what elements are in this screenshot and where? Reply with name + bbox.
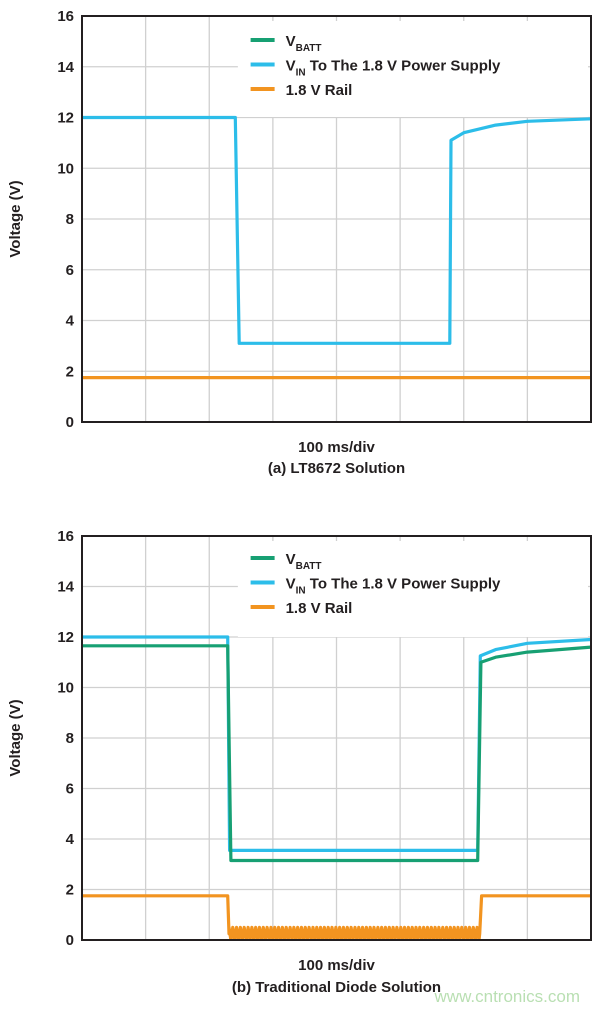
y-tick-label: 10 bbox=[57, 160, 74, 177]
series-line-rail bbox=[82, 894, 591, 940]
legend-label-subscript: BATT bbox=[296, 561, 322, 572]
y-axis-label: Voltage (V) bbox=[7, 180, 24, 257]
plot-frame bbox=[81, 15, 592, 423]
legend-label-rest: To The 1.8 V Power Supply bbox=[306, 576, 501, 593]
y-tick-label: 2 bbox=[66, 363, 74, 380]
legend-label-vbatt: VBATT bbox=[286, 33, 322, 54]
watermark: www.cntronics.com bbox=[434, 987, 580, 1006]
y-tick-label: 4 bbox=[66, 831, 75, 848]
legend-label-subscript: IN bbox=[296, 586, 306, 597]
legend-background bbox=[237, 21, 588, 117]
y-tick-label: 6 bbox=[66, 262, 74, 279]
legend-label-main: 1.8 V Rail bbox=[286, 600, 353, 617]
y-tick-label: 10 bbox=[57, 680, 74, 697]
series-line-vin bbox=[82, 115, 591, 345]
legend-label-vin: VIN To The 1.8 V Power Supply bbox=[286, 58, 501, 79]
legend-label-main: V bbox=[286, 551, 296, 568]
x-axis-label: 100 ms/div bbox=[298, 957, 375, 974]
legend-label-main: 1.8 V Rail bbox=[286, 82, 353, 99]
legend-label-main: V bbox=[286, 576, 296, 593]
legend-label-vin: VIN To The 1.8 V Power Supply bbox=[286, 576, 501, 597]
y-axis-label: Voltage (V) bbox=[7, 699, 24, 776]
y-tick-label: 4 bbox=[66, 313, 75, 330]
chart-caption: (a) LT8672 Solution bbox=[268, 460, 405, 477]
y-tick-label: 8 bbox=[66, 211, 74, 228]
series-line-vbatt bbox=[82, 644, 591, 863]
legend-label-rail: 1.8 V Rail bbox=[286, 82, 353, 99]
chart-caption: (b) Traditional Diode Solution bbox=[232, 979, 441, 996]
plot-frame bbox=[81, 535, 592, 941]
legend-label-subscript: BATT bbox=[296, 43, 322, 54]
y-tick-label: 12 bbox=[57, 110, 74, 127]
legend-label-main: V bbox=[286, 58, 296, 75]
y-tick-label: 8 bbox=[66, 730, 74, 747]
y-tick-label: 0 bbox=[66, 932, 74, 949]
y-tick-label: 6 bbox=[66, 781, 74, 798]
y-tick-label: 14 bbox=[57, 579, 74, 596]
legend-label-vbatt: VBATT bbox=[286, 551, 322, 572]
y-tick-label: 12 bbox=[57, 629, 74, 646]
y-tick-label: 0 bbox=[66, 414, 74, 431]
legend-label-rest: To The 1.8 V Power Supply bbox=[306, 58, 501, 75]
legend-background bbox=[237, 541, 588, 637]
legend-label-main: V bbox=[286, 33, 296, 50]
y-tick-label: 14 bbox=[57, 59, 74, 76]
legend-label-rail: 1.8 V Rail bbox=[286, 600, 353, 617]
x-axis-label: 100 ms/div bbox=[298, 439, 375, 456]
y-tick-label: 16 bbox=[57, 8, 74, 25]
y-tick-label: 16 bbox=[57, 528, 74, 545]
y-tick-label: 2 bbox=[66, 882, 74, 899]
legend-label-subscript: IN bbox=[296, 68, 306, 79]
